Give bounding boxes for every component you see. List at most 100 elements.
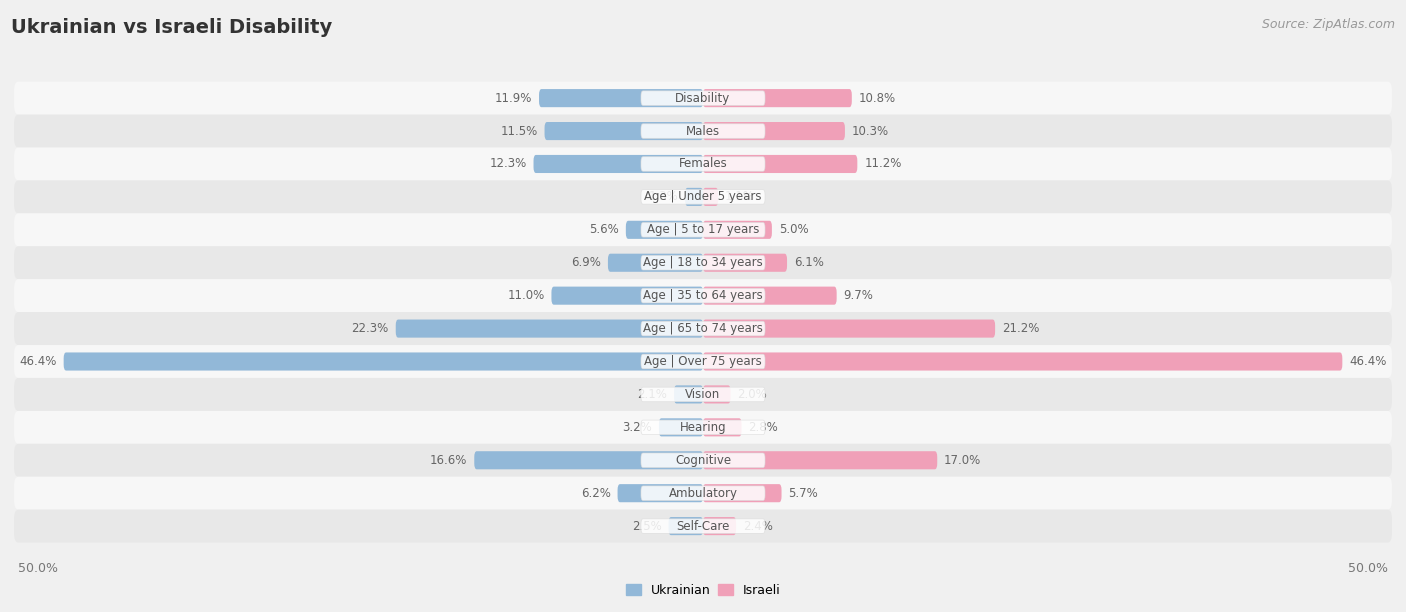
- FancyBboxPatch shape: [533, 155, 703, 173]
- Text: 10.8%: 10.8%: [859, 92, 896, 105]
- FancyBboxPatch shape: [14, 411, 1392, 444]
- Text: Cognitive: Cognitive: [675, 453, 731, 467]
- FancyBboxPatch shape: [703, 319, 995, 338]
- FancyBboxPatch shape: [641, 354, 765, 369]
- FancyBboxPatch shape: [703, 188, 718, 206]
- FancyBboxPatch shape: [703, 517, 737, 535]
- Text: Age | Under 5 years: Age | Under 5 years: [644, 190, 762, 203]
- Text: 11.5%: 11.5%: [501, 125, 537, 138]
- FancyBboxPatch shape: [14, 181, 1392, 214]
- FancyBboxPatch shape: [703, 418, 741, 436]
- FancyBboxPatch shape: [14, 114, 1392, 147]
- FancyBboxPatch shape: [641, 255, 765, 270]
- FancyBboxPatch shape: [551, 286, 703, 305]
- Text: 17.0%: 17.0%: [945, 453, 981, 467]
- Text: 2.1%: 2.1%: [637, 388, 668, 401]
- Text: Age | 5 to 17 years: Age | 5 to 17 years: [647, 223, 759, 236]
- FancyBboxPatch shape: [641, 420, 765, 435]
- FancyBboxPatch shape: [14, 378, 1392, 411]
- Text: Age | 65 to 74 years: Age | 65 to 74 years: [643, 322, 763, 335]
- FancyBboxPatch shape: [14, 214, 1392, 246]
- FancyBboxPatch shape: [544, 122, 703, 140]
- Text: Age | 18 to 34 years: Age | 18 to 34 years: [643, 256, 763, 269]
- Text: Ukrainian vs Israeli Disability: Ukrainian vs Israeli Disability: [11, 18, 332, 37]
- FancyBboxPatch shape: [641, 223, 765, 237]
- FancyBboxPatch shape: [641, 453, 765, 468]
- Text: 2.5%: 2.5%: [631, 520, 662, 532]
- FancyBboxPatch shape: [626, 221, 703, 239]
- FancyBboxPatch shape: [14, 147, 1392, 181]
- Text: Hearing: Hearing: [679, 421, 727, 434]
- Text: 50.0%: 50.0%: [18, 562, 58, 575]
- FancyBboxPatch shape: [703, 122, 845, 140]
- FancyBboxPatch shape: [673, 386, 703, 403]
- FancyBboxPatch shape: [641, 157, 765, 171]
- Text: 5.0%: 5.0%: [779, 223, 808, 236]
- FancyBboxPatch shape: [669, 517, 703, 535]
- Text: 2.8%: 2.8%: [748, 421, 778, 434]
- Legend: Ukrainian, Israeli: Ukrainian, Israeli: [620, 579, 786, 602]
- Text: 46.4%: 46.4%: [20, 355, 56, 368]
- FancyBboxPatch shape: [474, 451, 703, 469]
- FancyBboxPatch shape: [617, 484, 703, 502]
- FancyBboxPatch shape: [14, 279, 1392, 312]
- FancyBboxPatch shape: [641, 486, 765, 501]
- Text: 9.7%: 9.7%: [844, 289, 873, 302]
- Text: Ambulatory: Ambulatory: [668, 487, 738, 499]
- FancyBboxPatch shape: [641, 519, 765, 533]
- Text: Females: Females: [679, 157, 727, 171]
- FancyBboxPatch shape: [685, 188, 703, 206]
- FancyBboxPatch shape: [14, 246, 1392, 279]
- Text: 5.6%: 5.6%: [589, 223, 619, 236]
- FancyBboxPatch shape: [703, 484, 782, 502]
- Text: 11.0%: 11.0%: [508, 289, 544, 302]
- FancyBboxPatch shape: [703, 155, 858, 173]
- Text: 10.3%: 10.3%: [852, 125, 889, 138]
- FancyBboxPatch shape: [641, 124, 765, 138]
- Text: 3.2%: 3.2%: [623, 421, 652, 434]
- FancyBboxPatch shape: [641, 190, 765, 204]
- FancyBboxPatch shape: [14, 81, 1392, 114]
- Text: 11.9%: 11.9%: [495, 92, 531, 105]
- Text: Self-Care: Self-Care: [676, 520, 730, 532]
- Text: Disability: Disability: [675, 92, 731, 105]
- FancyBboxPatch shape: [63, 353, 703, 370]
- FancyBboxPatch shape: [641, 321, 765, 336]
- FancyBboxPatch shape: [14, 510, 1392, 543]
- FancyBboxPatch shape: [14, 477, 1392, 510]
- Text: Source: ZipAtlas.com: Source: ZipAtlas.com: [1261, 18, 1395, 31]
- FancyBboxPatch shape: [703, 286, 837, 305]
- Text: 5.7%: 5.7%: [789, 487, 818, 499]
- Text: Vision: Vision: [685, 388, 721, 401]
- FancyBboxPatch shape: [641, 91, 765, 105]
- FancyBboxPatch shape: [659, 418, 703, 436]
- Text: 2.4%: 2.4%: [742, 520, 773, 532]
- FancyBboxPatch shape: [538, 89, 703, 107]
- FancyBboxPatch shape: [14, 345, 1392, 378]
- Text: 50.0%: 50.0%: [1348, 562, 1388, 575]
- FancyBboxPatch shape: [14, 444, 1392, 477]
- FancyBboxPatch shape: [703, 451, 938, 469]
- Text: Age | Over 75 years: Age | Over 75 years: [644, 355, 762, 368]
- Text: 1.3%: 1.3%: [648, 190, 678, 203]
- FancyBboxPatch shape: [703, 89, 852, 107]
- Text: Age | 35 to 64 years: Age | 35 to 64 years: [643, 289, 763, 302]
- FancyBboxPatch shape: [703, 254, 787, 272]
- Text: 16.6%: 16.6%: [430, 453, 467, 467]
- FancyBboxPatch shape: [607, 254, 703, 272]
- FancyBboxPatch shape: [395, 319, 703, 338]
- Text: 6.9%: 6.9%: [571, 256, 600, 269]
- Text: 12.3%: 12.3%: [489, 157, 527, 171]
- FancyBboxPatch shape: [703, 386, 731, 403]
- Text: 6.1%: 6.1%: [794, 256, 824, 269]
- Text: 6.2%: 6.2%: [581, 487, 610, 499]
- Text: 1.1%: 1.1%: [725, 190, 755, 203]
- FancyBboxPatch shape: [641, 288, 765, 303]
- Text: 11.2%: 11.2%: [865, 157, 901, 171]
- FancyBboxPatch shape: [703, 353, 1343, 370]
- FancyBboxPatch shape: [14, 312, 1392, 345]
- Text: 46.4%: 46.4%: [1350, 355, 1386, 368]
- Text: 2.0%: 2.0%: [738, 388, 768, 401]
- Text: 22.3%: 22.3%: [352, 322, 389, 335]
- Text: 21.2%: 21.2%: [1002, 322, 1039, 335]
